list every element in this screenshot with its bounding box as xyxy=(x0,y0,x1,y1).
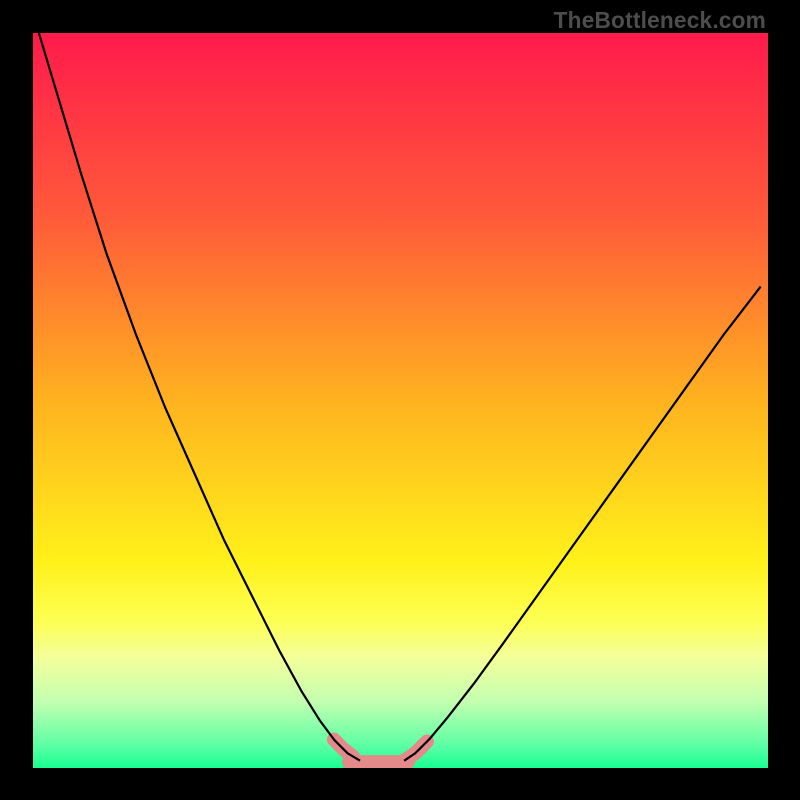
curve-left xyxy=(39,33,360,761)
marker-layer xyxy=(334,739,427,762)
curve-layer xyxy=(33,33,768,768)
chart-frame: TheBottleneck.com xyxy=(0,0,800,800)
curve-right xyxy=(404,287,760,761)
plot-area xyxy=(33,33,768,768)
watermark-text: TheBottleneck.com xyxy=(554,7,766,34)
